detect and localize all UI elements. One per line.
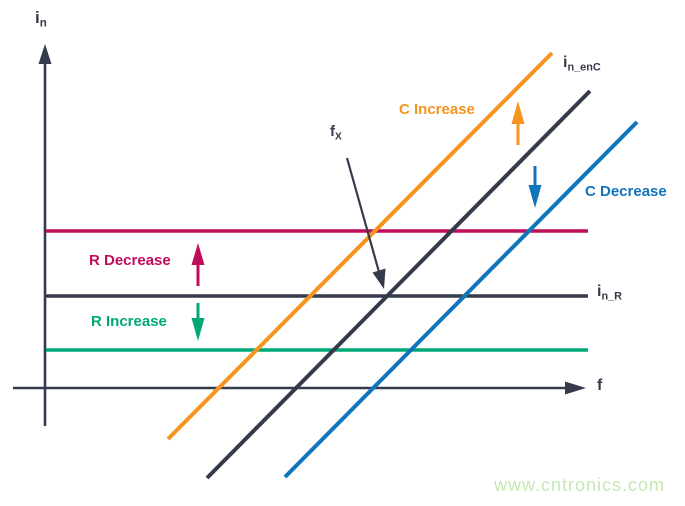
fx-label: fX [330,123,342,143]
c-decrease-label: C Decrease [585,183,667,200]
fx-pointer-arrowhead-icon [372,268,386,289]
fx-pointer-shaft [345,157,381,273]
in-enc-label: in_enC [563,54,601,74]
r-decrease-label: R Decrease [89,252,171,269]
r-decrease-arrowhead-icon [191,243,205,265]
r-increase-label: R Increase [91,313,167,330]
c-decrease-arrow [528,166,542,208]
fx-label-sub: X [335,131,342,143]
in-r-label-sub: n_R [601,290,622,303]
c-decrease-line [283,120,639,479]
x-axis [13,381,586,395]
y-axis-label: in [35,8,47,30]
in-enc-line [205,89,592,480]
in-r-label-base: i [597,283,602,300]
c-decrease-arrowhead-icon [528,185,542,208]
r-decrease-arrow [191,243,205,286]
x-axis-arrowhead-icon [565,381,586,395]
r-increase-arrow [191,303,205,341]
fx-label-base: f [330,123,335,140]
in-enc-label-base: i [563,54,568,71]
y-axis-label-sub: n [39,17,47,30]
c-increase-arrowhead-icon [511,101,525,124]
x-axis-label: f [597,377,603,394]
c-increase-arrow [511,101,525,145]
in-enc-label-sub: n_enC [567,61,601,74]
y-axis [38,44,52,426]
c-increase-label: C Increase [399,101,475,118]
fx-pointer-arrow [345,157,386,289]
c-increase-line [166,51,554,441]
in-r-label: in_R [597,283,622,303]
y-axis-arrowhead-icon [38,44,52,64]
r-increase-arrowhead-icon [191,318,205,341]
watermark: www.cntronics.com [494,475,666,495]
y-axis-label-base: i [35,8,40,27]
